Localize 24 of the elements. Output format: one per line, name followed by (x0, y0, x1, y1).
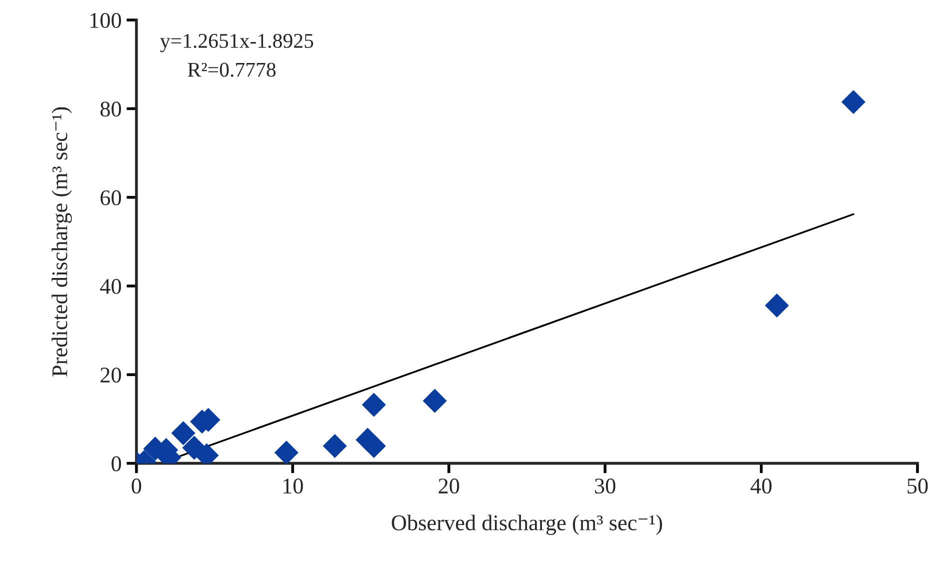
y-tick-label: 40 (100, 278, 122, 294)
y-axis-title: Predicted discharge (m³ sec⁻¹) (52, 107, 72, 376)
point (362, 392, 386, 417)
y-tick-label: 80 (100, 102, 122, 117)
annotation: R²=0.7778 (188, 62, 276, 77)
x-axis-title: Observed discharge (m³ sec⁻¹) (392, 514, 662, 535)
annotation: y=1.2651x-1.8925 (160, 34, 314, 52)
x-tick-label: 10 (283, 478, 303, 494)
point (841, 90, 866, 114)
y-tick-label: 100 (90, 12, 122, 28)
point (362, 434, 386, 458)
x-tick-label: 30 (595, 478, 616, 494)
y-tick-label: 0 (112, 456, 122, 472)
point (422, 388, 447, 413)
point (764, 293, 789, 318)
y-tick-label: 20 (100, 368, 122, 383)
point (322, 434, 347, 458)
x-tick-label: 50 (908, 478, 928, 494)
y-tick-label: 60 (100, 190, 122, 206)
point (171, 421, 196, 446)
x-tick-label: 40 (750, 478, 772, 494)
point (274, 440, 298, 464)
x-tick-label: 0 (132, 478, 142, 494)
x-tick-label: 20 (438, 478, 460, 494)
